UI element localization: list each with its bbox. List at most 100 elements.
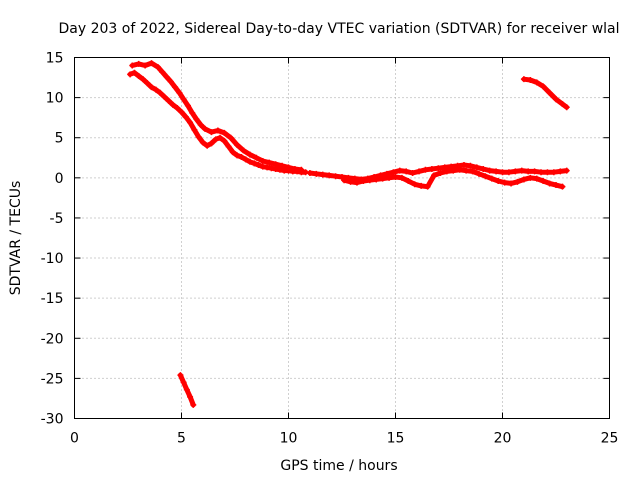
data-point bbox=[525, 168, 532, 175]
data-point bbox=[559, 183, 566, 190]
data-point bbox=[246, 151, 253, 158]
data-point bbox=[197, 121, 204, 128]
y-tick-label: -30 bbox=[41, 412, 64, 428]
data-point bbox=[190, 401, 197, 408]
data-point bbox=[443, 168, 450, 175]
data-point bbox=[264, 164, 271, 171]
data-point bbox=[422, 166, 429, 173]
data-point bbox=[268, 165, 275, 172]
data-point bbox=[221, 129, 228, 136]
data-point bbox=[227, 134, 234, 141]
axis-ticks: 0 5 10 15 20 25 -30 -25 -20 -15 -10 -5 0 5 10 15 bbox=[41, 51, 619, 447]
data-point bbox=[518, 167, 525, 174]
data-point bbox=[161, 93, 168, 100]
data-point bbox=[225, 143, 232, 150]
data-point bbox=[431, 172, 438, 179]
data-point bbox=[169, 101, 176, 108]
data-point bbox=[221, 137, 228, 144]
data-point bbox=[180, 96, 187, 103]
data-point bbox=[144, 80, 151, 87]
data-point bbox=[405, 178, 412, 185]
data-point bbox=[199, 139, 206, 146]
data-point bbox=[403, 168, 410, 175]
data-point bbox=[546, 89, 553, 96]
x-tick-label: 0 bbox=[70, 431, 79, 447]
data-point bbox=[520, 76, 527, 83]
data-point bbox=[251, 160, 258, 167]
data-point bbox=[246, 158, 253, 165]
data-point bbox=[533, 79, 540, 86]
data-point bbox=[208, 129, 215, 136]
y-tick-label: -10 bbox=[41, 251, 64, 267]
data-point bbox=[240, 147, 247, 154]
data-point bbox=[217, 134, 224, 141]
data-point bbox=[234, 152, 241, 159]
data-point bbox=[187, 119, 194, 126]
x-tick-label: 10 bbox=[280, 431, 298, 447]
data-point bbox=[313, 170, 320, 177]
data-series-track-b bbox=[129, 60, 304, 173]
data-point bbox=[553, 96, 559, 103]
data-point bbox=[191, 126, 198, 133]
data-point bbox=[272, 161, 279, 168]
data-point bbox=[488, 175, 495, 182]
data-point bbox=[456, 166, 463, 173]
data-point bbox=[202, 125, 209, 132]
data-point bbox=[204, 142, 211, 149]
data-point bbox=[208, 140, 215, 147]
y-tick-label: -15 bbox=[41, 291, 64, 307]
data-point bbox=[416, 168, 423, 175]
data-point bbox=[253, 154, 260, 161]
data-point bbox=[366, 177, 373, 184]
data-point bbox=[167, 78, 174, 85]
data-point bbox=[353, 179, 360, 186]
data-point bbox=[266, 159, 273, 166]
data-point bbox=[139, 76, 146, 83]
chart-title: Day 203 of 2022, Sidereal Day-to-day VTE… bbox=[58, 21, 619, 37]
data-point bbox=[163, 73, 170, 80]
data-point bbox=[212, 136, 219, 143]
data-point bbox=[187, 393, 194, 400]
x-tick-label: 15 bbox=[387, 431, 405, 447]
data-point bbox=[154, 64, 161, 71]
data-point bbox=[183, 386, 190, 393]
data-point bbox=[480, 166, 487, 173]
data-point bbox=[135, 72, 142, 79]
data-point bbox=[493, 168, 500, 175]
data-point bbox=[291, 166, 298, 173]
data-point bbox=[486, 167, 493, 174]
data-point bbox=[505, 169, 512, 176]
data-point bbox=[214, 127, 221, 134]
data-point bbox=[495, 178, 502, 185]
data-point bbox=[460, 161, 467, 168]
data-point bbox=[469, 168, 476, 175]
x-axis-label: GPS time / hours bbox=[280, 458, 397, 474]
y-tick-label: -25 bbox=[41, 371, 64, 387]
data-point bbox=[540, 178, 547, 185]
data-point bbox=[148, 60, 155, 67]
plot-frame bbox=[74, 57, 610, 419]
data-point bbox=[326, 172, 333, 179]
data-point bbox=[332, 173, 339, 180]
data-point bbox=[157, 89, 164, 96]
data-point bbox=[178, 109, 185, 116]
data-point bbox=[285, 164, 292, 171]
data-point bbox=[360, 178, 367, 185]
data-point bbox=[131, 69, 138, 76]
y-tick-label: 15 bbox=[46, 51, 64, 67]
data-point bbox=[229, 149, 236, 156]
data-point bbox=[501, 179, 508, 186]
data-point bbox=[255, 161, 262, 168]
data-point bbox=[129, 62, 136, 69]
data-point bbox=[174, 105, 181, 112]
data-point bbox=[180, 379, 187, 386]
data-point bbox=[428, 166, 435, 173]
data-point bbox=[409, 170, 416, 177]
data-point bbox=[347, 178, 354, 185]
data-point bbox=[189, 109, 196, 116]
data-point bbox=[172, 84, 179, 91]
data-point bbox=[424, 183, 431, 190]
data-point bbox=[127, 71, 134, 78]
data-point bbox=[373, 176, 380, 183]
data-point bbox=[520, 176, 527, 183]
